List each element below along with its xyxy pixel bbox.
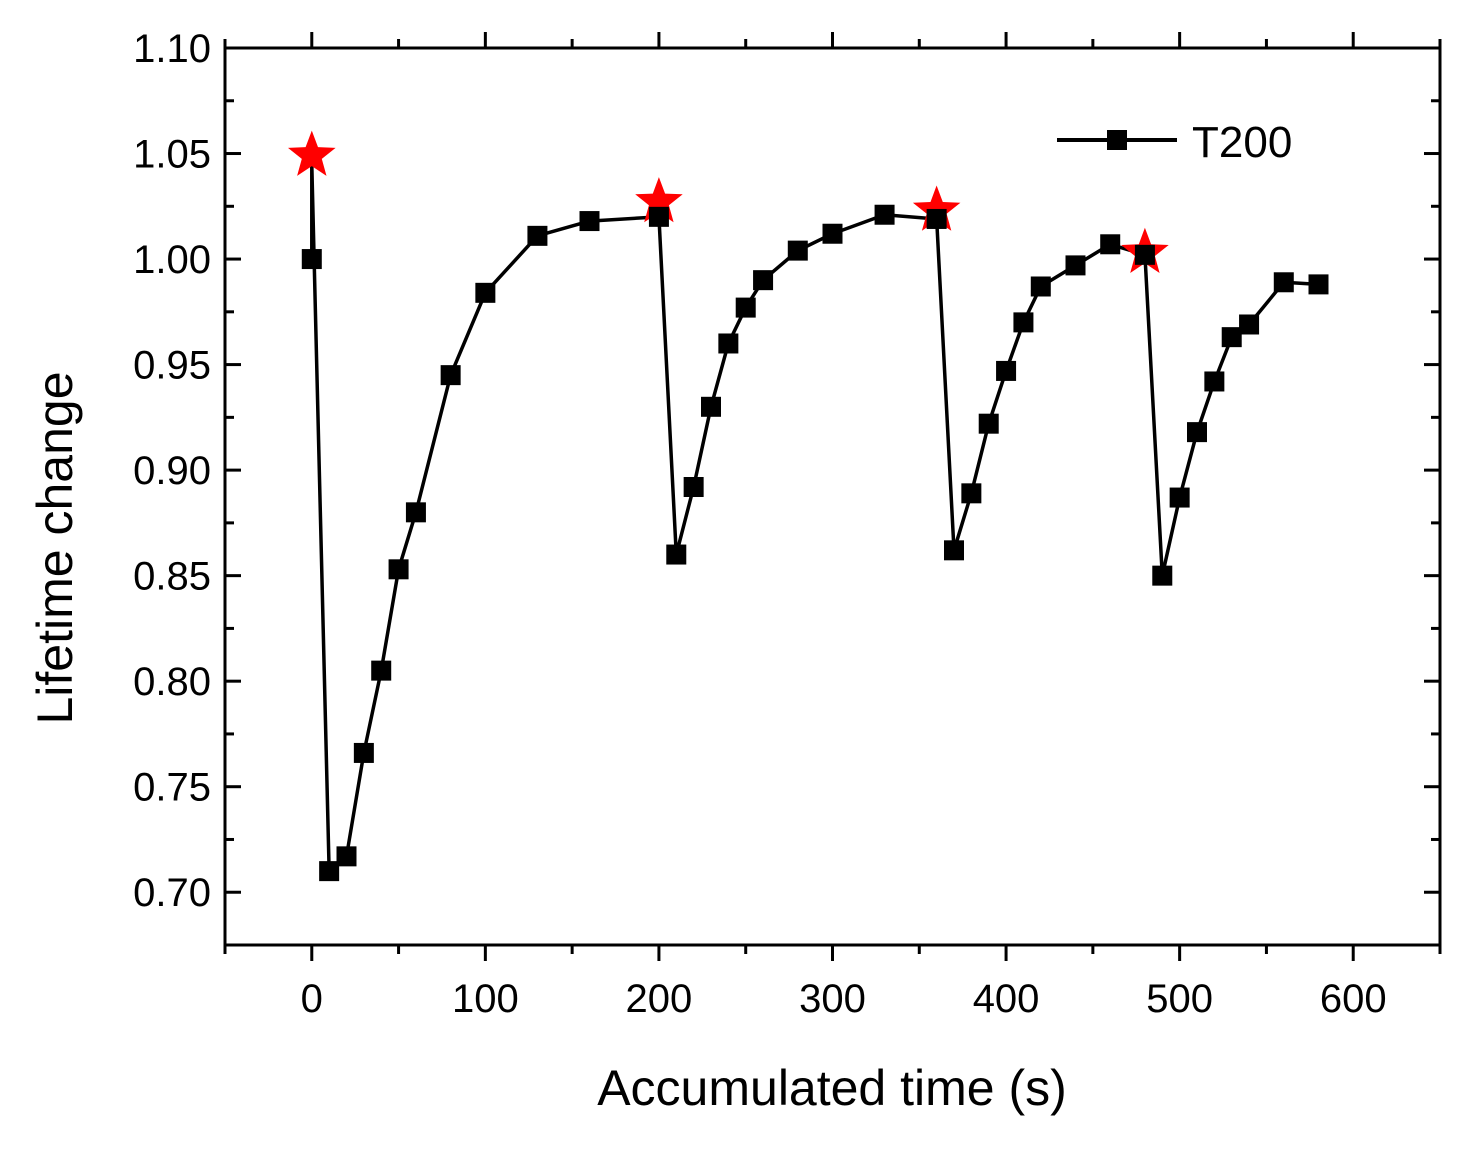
y-tick-label: 1.00 [133,238,211,282]
x-axis-title: Accumulated time (s) [597,1060,1067,1116]
data-point [1013,312,1034,333]
y-tick-label: 1.10 [133,27,211,71]
legend-label: T200 [1192,118,1292,167]
data-point [1169,487,1190,508]
data-point [753,270,774,291]
y-tick-label: 0.70 [133,871,211,915]
y-axis: 0.70 0.75 0.80 0.85 0.90 0.95 1.00 1.05 1.10 [133,27,1440,947]
x-tick-label: 600 [1320,977,1387,1021]
data-point [440,365,461,386]
data-point [1187,422,1207,443]
x-tick-label: 300 [799,977,866,1021]
data-point [405,502,426,523]
y-axis-title: Lifetime change [27,371,83,724]
data-point [1134,244,1155,265]
data-point [961,483,982,504]
data-point [1204,371,1225,392]
data-point [1065,255,1086,276]
star-marker [912,185,961,231]
data-point [319,861,340,882]
series-markers [301,204,1329,882]
data-point [301,249,322,270]
data-point [701,396,721,417]
data-point [683,477,704,498]
y-tick-label: 1.05 [133,133,211,177]
data-point [978,413,999,434]
y-tick-label: 0.80 [133,660,211,704]
plot-frame [223,46,1442,947]
data-point [388,559,409,580]
data-point [944,540,964,561]
y-tick-label: 0.95 [133,344,211,388]
data-point [926,208,947,229]
data-point [718,333,739,354]
axes-frame [223,46,1442,947]
star-marker [288,130,336,176]
x-tick-label: 400 [973,977,1040,1021]
data-point [353,742,374,763]
star-marker [635,177,683,223]
data-point [1100,234,1121,255]
data-point [1152,565,1173,586]
x-tick-label: 500 [1146,977,1213,1021]
data-point [996,360,1017,381]
star-annotations [288,130,1169,273]
data-point [648,206,669,227]
data-point [1273,272,1294,293]
y-tick-label: 0.75 [133,766,211,810]
data-point [1239,314,1260,335]
data-point [579,211,600,232]
x-axis: 0 100 200 300 400 500 600 [223,32,1442,1021]
data-point [787,240,808,261]
x-tick-label: 0 [301,977,323,1021]
data-point [1030,276,1051,297]
data-point [371,660,392,681]
data-point [666,544,687,565]
y-tick-label: 0.85 [133,555,211,599]
data-point [527,225,548,246]
legend-square-marker [1107,130,1127,150]
series-line [310,162,1319,873]
data-point [336,846,357,867]
data-point [735,297,756,318]
data-point [874,204,895,225]
data-point [475,282,496,303]
x-tick-label: 100 [452,977,519,1021]
legend: T200 [1057,118,1292,167]
data-point [822,223,843,244]
y-tick-label: 0.90 [133,449,211,493]
x-tick-label: 200 [626,977,693,1021]
data-point [1221,327,1242,348]
series-path [310,162,1319,873]
data-point [1308,274,1329,295]
